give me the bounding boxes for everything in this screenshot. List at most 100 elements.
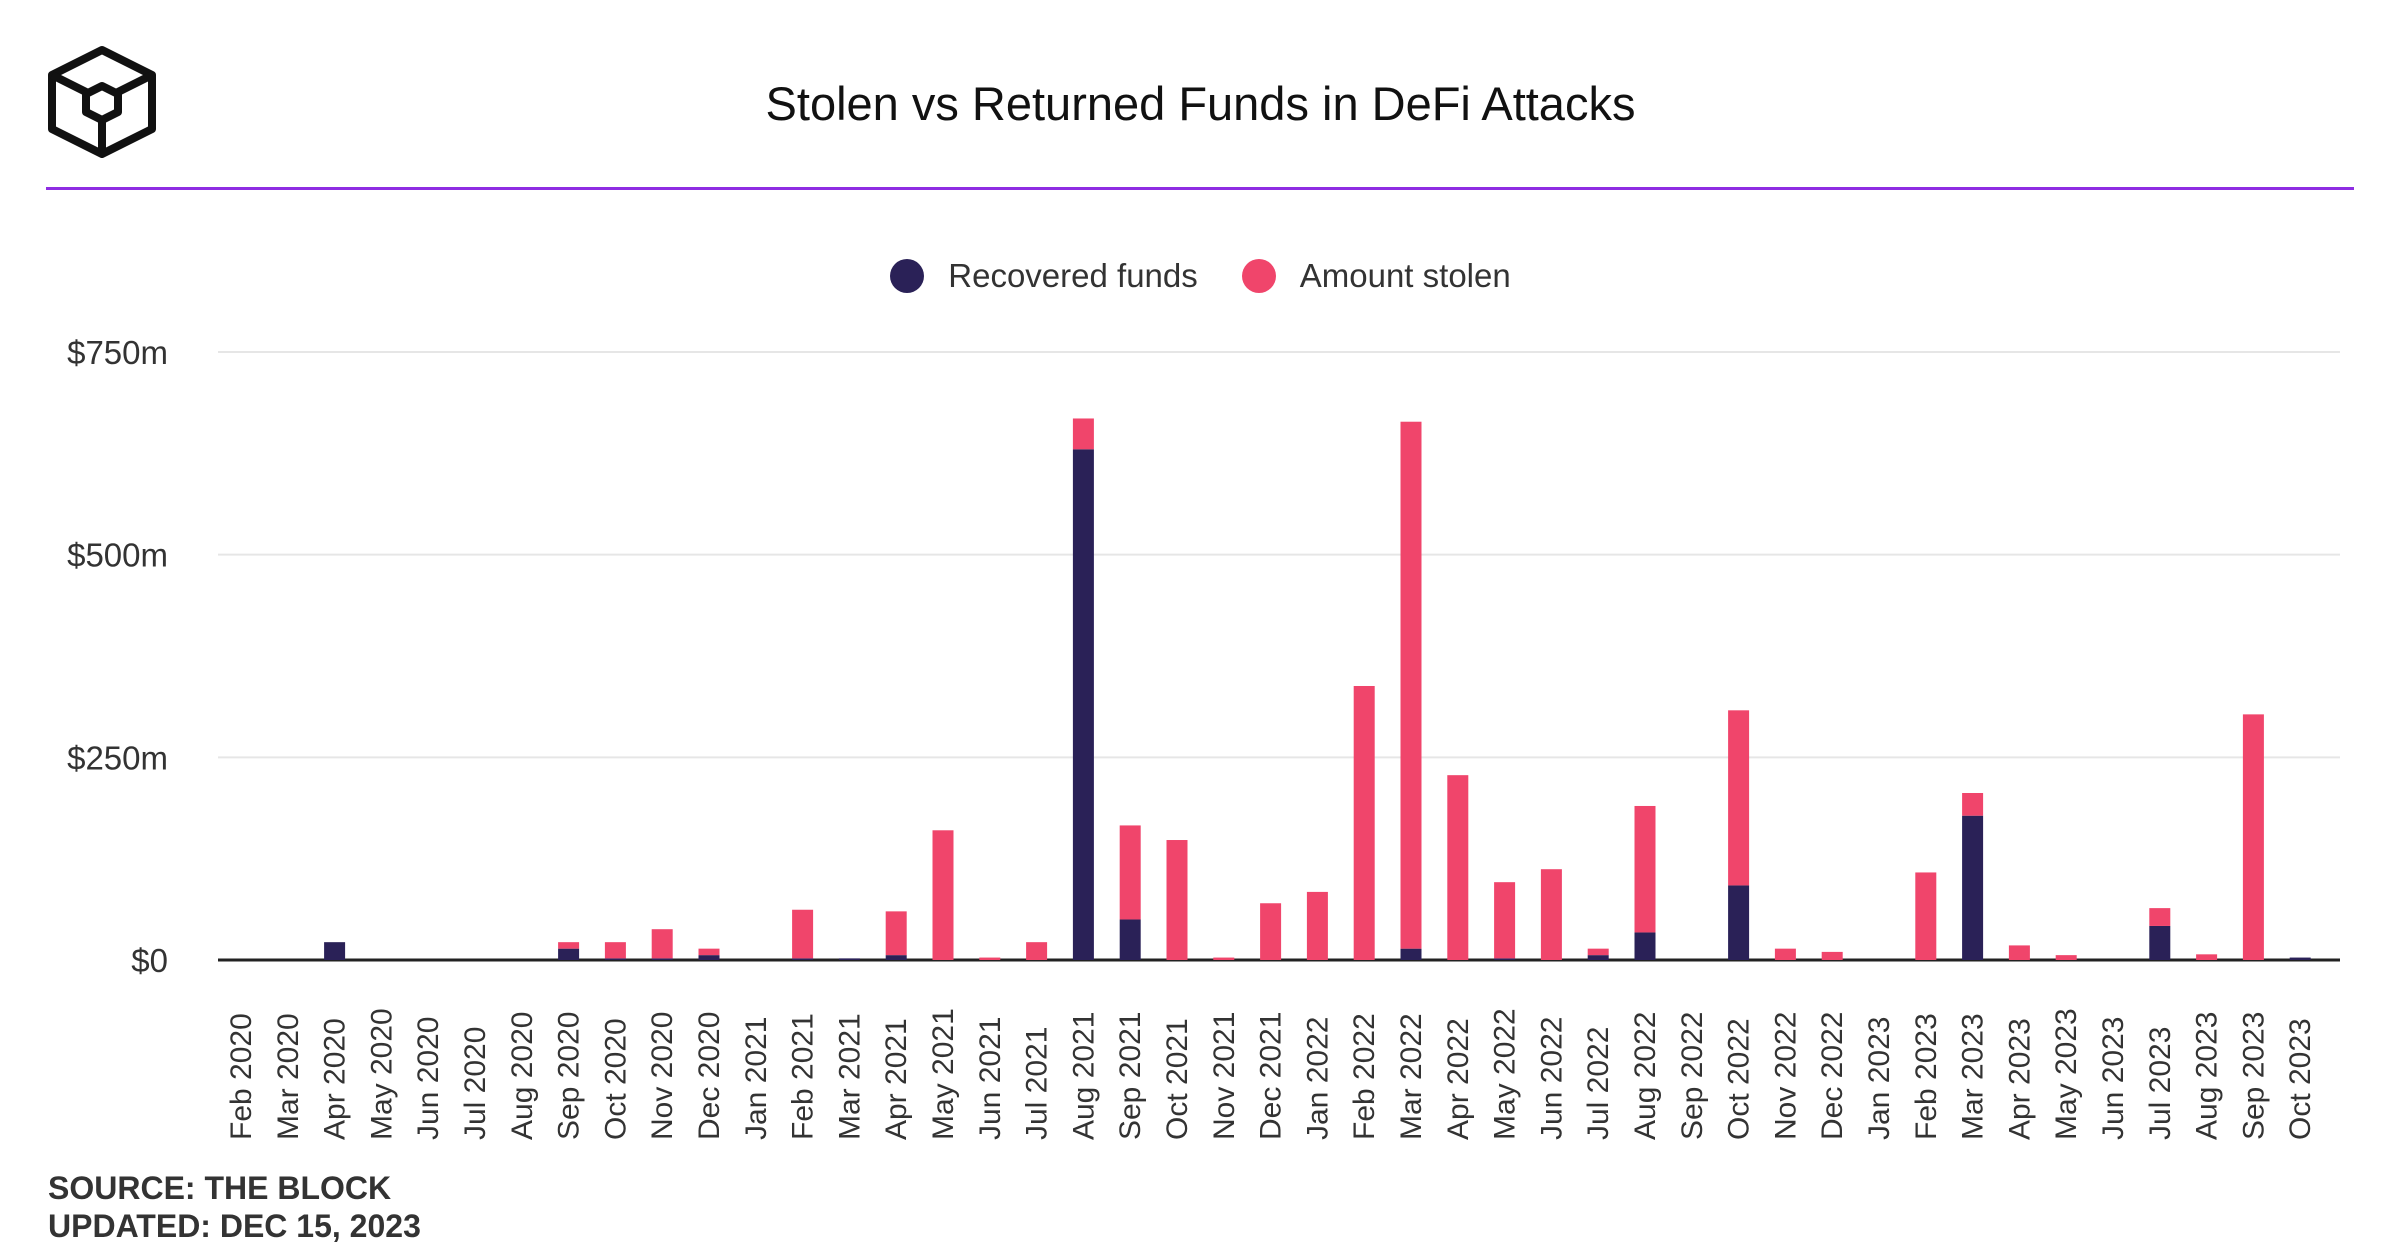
bar-stolen[interactable] (2055, 955, 2077, 960)
grid-lines (218, 351, 2340, 962)
x-tick-label: Jan 2021 (740, 1017, 773, 1140)
bar-recovered[interactable] (1962, 815, 1984, 960)
updated-note: UPDATED: DEC 15, 2023 (48, 1208, 421, 1244)
bar-stolen[interactable] (1166, 840, 1188, 960)
bar-stolen[interactable] (2008, 945, 2030, 960)
x-tick-label: Sep 2022 (1676, 1012, 1709, 1140)
bar-stolen[interactable] (885, 911, 907, 956)
bar-stolen[interactable] (698, 948, 720, 956)
bar-stolen[interactable] (651, 929, 673, 959)
bar-stolen[interactable] (2149, 908, 2171, 926)
y-tick-label: $0 (131, 942, 168, 979)
bar-stolen[interactable] (1915, 872, 1937, 960)
x-tick-label: Oct 2023 (2284, 1018, 2317, 1140)
bar-recovered[interactable] (2289, 957, 2311, 960)
bar-stolen[interactable] (2196, 954, 2218, 960)
x-tick-label: Nov 2022 (1769, 1012, 1802, 1140)
x-tick-label: Dec 2020 (693, 1012, 726, 1140)
bar-stolen[interactable] (1540, 869, 1562, 960)
bar-stolen[interactable] (1026, 942, 1048, 960)
bar-stolen[interactable] (932, 830, 954, 960)
bar-stolen[interactable] (1587, 948, 1609, 956)
x-tick-label: Feb 2021 (787, 1013, 820, 1140)
bar-recovered[interactable] (604, 958, 626, 960)
bar-stolen[interactable] (2242, 714, 2264, 960)
x-tick-label: Aug 2023 (2191, 1012, 2224, 1140)
x-tick-label: Sep 2023 (2237, 1012, 2270, 1140)
x-tick-label: Sep 2021 (1114, 1012, 1147, 1140)
bar-stolen[interactable] (979, 957, 1001, 960)
bar-stolen[interactable] (1306, 891, 1328, 960)
x-tick-label: Jul 2021 (1021, 1027, 1054, 1140)
bar-recovered[interactable] (698, 955, 720, 960)
x-tick-label: Jun 2020 (412, 1017, 445, 1140)
legend-item-recovered[interactable]: Recovered funds (890, 257, 1198, 295)
x-tick-label: Mar 2021 (833, 1013, 866, 1140)
legend-label-stolen: Amount stolen (1299, 257, 1511, 294)
bar-stolen[interactable] (1634, 805, 1656, 933)
x-tick-label: Feb 2020 (225, 1013, 258, 1140)
bar-stolen[interactable] (1774, 948, 1796, 960)
bar-stolen[interactable] (1728, 710, 1750, 886)
bar-stolen[interactable] (1072, 418, 1094, 450)
bar-recovered[interactable] (838, 958, 860, 960)
bar-stolen[interactable] (1213, 957, 1235, 960)
x-tick-label: May 2022 (1489, 1008, 1522, 1140)
bar-stolen[interactable] (1962, 793, 1984, 816)
bar-recovered[interactable] (1494, 958, 1516, 960)
x-tick-label: Nov 2020 (646, 1012, 679, 1140)
x-tick-label: Aug 2020 (506, 1012, 539, 1140)
bar-stolen[interactable] (558, 942, 580, 949)
x-tick-label: Oct 2022 (1723, 1018, 1756, 1140)
x-tick-label: Aug 2021 (1067, 1012, 1100, 1140)
x-tick-label: May 2020 (365, 1008, 398, 1140)
bar-stolen[interactable] (1353, 685, 1375, 960)
bar-recovered[interactable] (1634, 932, 1656, 960)
x-tick-label: Dec 2021 (1255, 1012, 1288, 1140)
x-tick-label: Oct 2020 (599, 1018, 632, 1140)
bar-recovered[interactable] (1119, 919, 1141, 960)
stacked-bar-chart: $0 $250m $500m $750m Feb 2020 Mar 2020 Apr 20… (67, 334, 2340, 1140)
bar-recovered[interactable] (1072, 449, 1094, 960)
bar-recovered[interactable] (2149, 925, 2171, 960)
x-tick-label: Jun 2021 (974, 1017, 1007, 1140)
bar-recovered[interactable] (1400, 948, 1422, 960)
bar-stolen[interactable] (1821, 951, 1843, 960)
bar-recovered[interactable] (558, 948, 580, 960)
x-tick-label: Jun 2023 (2097, 1017, 2130, 1140)
title-divider (46, 187, 2354, 190)
x-tick-label: May 2023 (2050, 1008, 2083, 1140)
bar-recovered[interactable] (1728, 885, 1750, 960)
bar-stolen[interactable] (1447, 775, 1469, 960)
x-tick-label: Mar 2020 (272, 1013, 305, 1140)
bar-recovered[interactable] (324, 942, 346, 960)
y-axis: $0 $250m $500m $750m (67, 334, 168, 979)
x-tick-label: Jan 2022 (1301, 1017, 1334, 1140)
x-tick-label: Jun 2022 (1535, 1017, 1568, 1140)
legend-item-stolen[interactable]: Amount stolen (1241, 257, 1511, 295)
x-tick-label: Jul 2020 (459, 1027, 492, 1140)
bar-recovered[interactable] (792, 958, 814, 960)
x-tick-label: Apr 2021 (880, 1018, 913, 1140)
bar-stolen[interactable] (1494, 882, 1516, 959)
legend-swatch-stolen (1241, 259, 1276, 293)
source-note: SOURCE: THE BLOCK (48, 1170, 392, 1206)
bar-stolen[interactable] (792, 909, 814, 959)
x-tick-label: Apr 2023 (2003, 1018, 2036, 1140)
x-tick-label: Jan 2023 (1863, 1017, 1896, 1140)
bars (324, 418, 2311, 960)
x-tick-label: Jul 2022 (1582, 1027, 1615, 1140)
x-tick-label: Aug 2022 (1629, 1012, 1662, 1140)
bar-stolen[interactable] (1260, 903, 1282, 960)
bar-stolen[interactable] (604, 942, 626, 959)
x-tick-label: Sep 2020 (553, 1012, 586, 1140)
bar-stolen[interactable] (1119, 825, 1141, 920)
bar-recovered[interactable] (651, 958, 673, 960)
bar-recovered[interactable] (1587, 955, 1609, 960)
x-tick-label: Mar 2023 (1957, 1013, 1990, 1140)
the-block-logo (48, 46, 156, 158)
bar-recovered[interactable] (885, 955, 907, 960)
bar-stolen[interactable] (1400, 421, 1422, 949)
legend-swatch-recovered (890, 259, 925, 293)
x-tick-label: May 2021 (927, 1008, 960, 1140)
